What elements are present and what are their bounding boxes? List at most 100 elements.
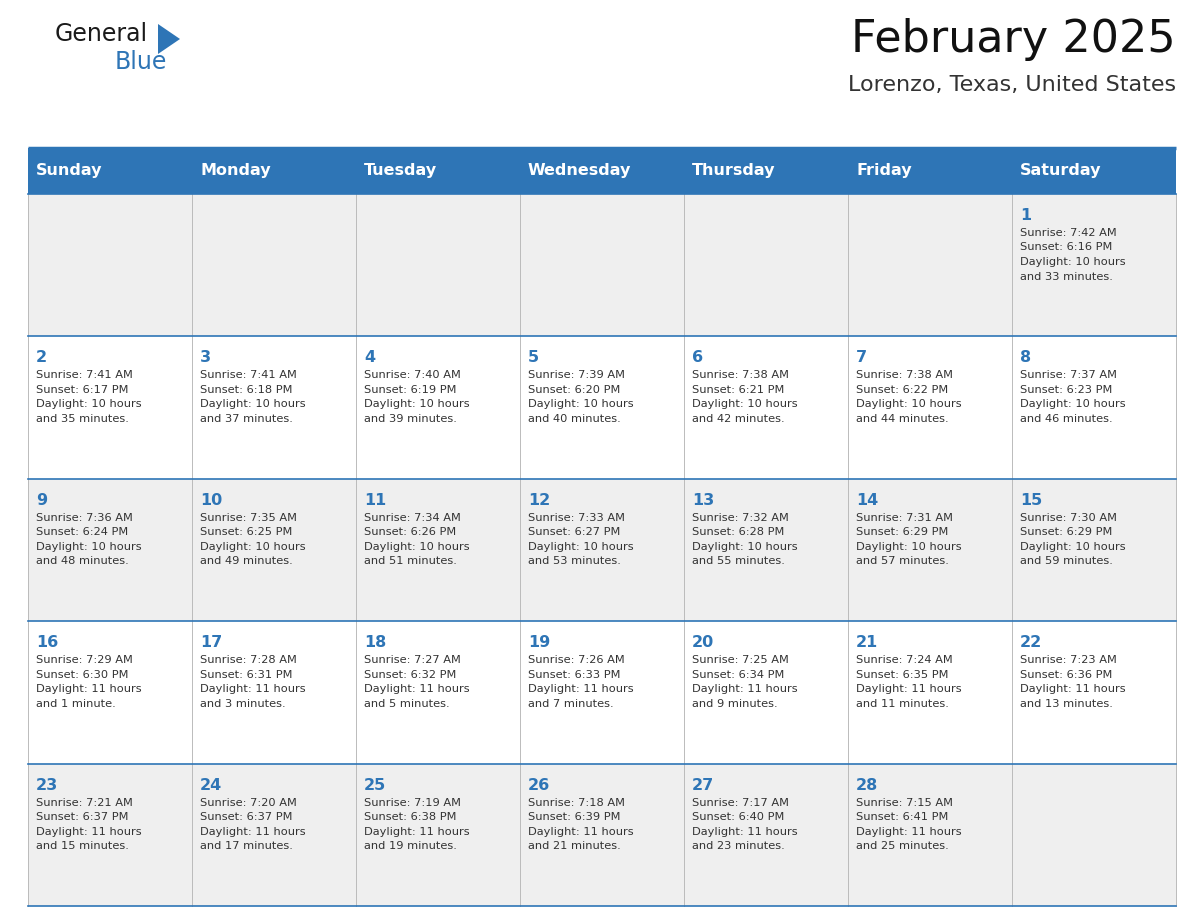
Text: Sunrise: 7:25 AM: Sunrise: 7:25 AM	[691, 655, 789, 666]
Text: 26: 26	[527, 778, 550, 792]
Text: Daylight: 11 hours: Daylight: 11 hours	[857, 684, 961, 694]
Text: Wednesday: Wednesday	[527, 163, 631, 178]
Text: Sunrise: 7:40 AM: Sunrise: 7:40 AM	[364, 370, 461, 380]
Text: 25: 25	[364, 778, 386, 792]
Text: 15: 15	[1020, 493, 1042, 508]
Text: 7: 7	[857, 351, 867, 365]
Text: Daylight: 10 hours: Daylight: 10 hours	[691, 399, 797, 409]
Text: Daylight: 11 hours: Daylight: 11 hours	[857, 826, 961, 836]
Text: and 57 minutes.: and 57 minutes.	[857, 556, 949, 566]
Text: Lorenzo, Texas, United States: Lorenzo, Texas, United States	[848, 75, 1176, 95]
Text: Sunrise: 7:21 AM: Sunrise: 7:21 AM	[36, 798, 133, 808]
Text: Sunrise: 7:15 AM: Sunrise: 7:15 AM	[857, 798, 953, 808]
Text: Sunset: 6:24 PM: Sunset: 6:24 PM	[36, 527, 128, 537]
Text: and 40 minutes.: and 40 minutes.	[527, 414, 621, 424]
Text: Sunset: 6:31 PM: Sunset: 6:31 PM	[200, 670, 292, 679]
Text: Daylight: 10 hours: Daylight: 10 hours	[1020, 257, 1125, 267]
Text: 14: 14	[857, 493, 878, 508]
Text: Sunset: 6:16 PM: Sunset: 6:16 PM	[1020, 242, 1112, 252]
Text: Sunset: 6:34 PM: Sunset: 6:34 PM	[691, 670, 784, 679]
Text: and 19 minutes.: and 19 minutes.	[364, 841, 457, 851]
Text: Thursday: Thursday	[691, 163, 776, 178]
Text: Daylight: 11 hours: Daylight: 11 hours	[200, 684, 305, 694]
Text: and 51 minutes.: and 51 minutes.	[364, 556, 457, 566]
Text: 3: 3	[200, 351, 211, 365]
Text: February 2025: February 2025	[852, 18, 1176, 61]
Text: Sunset: 6:35 PM: Sunset: 6:35 PM	[857, 670, 948, 679]
Text: Sunrise: 7:38 AM: Sunrise: 7:38 AM	[691, 370, 789, 380]
Text: Sunrise: 7:18 AM: Sunrise: 7:18 AM	[527, 798, 625, 808]
Text: and 35 minutes.: and 35 minutes.	[36, 414, 128, 424]
Text: 10: 10	[200, 493, 222, 508]
Text: Daylight: 10 hours: Daylight: 10 hours	[364, 542, 469, 552]
Text: Friday: Friday	[857, 163, 911, 178]
Bar	[29, 479, 1176, 621]
Text: 8: 8	[1020, 351, 1031, 365]
Text: Sunset: 6:28 PM: Sunset: 6:28 PM	[691, 527, 784, 537]
Text: and 37 minutes.: and 37 minutes.	[200, 414, 293, 424]
Text: Tuesday: Tuesday	[364, 163, 437, 178]
Text: 19: 19	[527, 635, 550, 650]
Text: and 3 minutes.: and 3 minutes.	[200, 699, 285, 709]
Text: Daylight: 11 hours: Daylight: 11 hours	[691, 826, 797, 836]
Text: Sunset: 6:40 PM: Sunset: 6:40 PM	[691, 812, 784, 823]
Text: Sunrise: 7:29 AM: Sunrise: 7:29 AM	[36, 655, 133, 666]
Text: Sunset: 6:22 PM: Sunset: 6:22 PM	[857, 385, 948, 395]
Text: and 23 minutes.: and 23 minutes.	[691, 841, 785, 851]
Text: Daylight: 11 hours: Daylight: 11 hours	[691, 684, 797, 694]
Text: Sunrise: 7:38 AM: Sunrise: 7:38 AM	[857, 370, 953, 380]
Text: 13: 13	[691, 493, 714, 508]
Text: Sunset: 6:20 PM: Sunset: 6:20 PM	[527, 385, 620, 395]
Text: 23: 23	[36, 778, 58, 792]
Text: and 48 minutes.: and 48 minutes.	[36, 556, 128, 566]
Bar	[29, 621, 1176, 764]
Text: Sunrise: 7:28 AM: Sunrise: 7:28 AM	[200, 655, 297, 666]
Text: Daylight: 11 hours: Daylight: 11 hours	[364, 684, 469, 694]
Bar	[29, 148, 1176, 194]
Text: Sunset: 6:32 PM: Sunset: 6:32 PM	[364, 670, 456, 679]
Text: Sunset: 6:36 PM: Sunset: 6:36 PM	[1020, 670, 1112, 679]
Text: and 42 minutes.: and 42 minutes.	[691, 414, 784, 424]
Text: and 25 minutes.: and 25 minutes.	[857, 841, 949, 851]
Text: and 39 minutes.: and 39 minutes.	[364, 414, 457, 424]
Text: Sunrise: 7:30 AM: Sunrise: 7:30 AM	[1020, 513, 1117, 522]
Text: Daylight: 11 hours: Daylight: 11 hours	[36, 684, 141, 694]
Text: Daylight: 10 hours: Daylight: 10 hours	[1020, 542, 1125, 552]
Text: Sunset: 6:27 PM: Sunset: 6:27 PM	[527, 527, 620, 537]
Text: Sunset: 6:18 PM: Sunset: 6:18 PM	[200, 385, 292, 395]
Text: Sunrise: 7:26 AM: Sunrise: 7:26 AM	[527, 655, 625, 666]
Text: and 44 minutes.: and 44 minutes.	[857, 414, 949, 424]
Text: 20: 20	[691, 635, 714, 650]
Text: General: General	[55, 22, 148, 46]
Text: 11: 11	[364, 493, 386, 508]
Text: Sunset: 6:29 PM: Sunset: 6:29 PM	[1020, 527, 1112, 537]
Text: Sunset: 6:41 PM: Sunset: 6:41 PM	[857, 812, 948, 823]
Text: Sunset: 6:25 PM: Sunset: 6:25 PM	[200, 527, 292, 537]
Text: Daylight: 11 hours: Daylight: 11 hours	[1020, 684, 1125, 694]
Text: Sunrise: 7:34 AM: Sunrise: 7:34 AM	[364, 513, 461, 522]
Text: and 53 minutes.: and 53 minutes.	[527, 556, 621, 566]
Text: Daylight: 10 hours: Daylight: 10 hours	[200, 399, 305, 409]
Text: Sunset: 6:39 PM: Sunset: 6:39 PM	[527, 812, 620, 823]
Text: Sunset: 6:29 PM: Sunset: 6:29 PM	[857, 527, 948, 537]
Text: Sunset: 6:38 PM: Sunset: 6:38 PM	[364, 812, 456, 823]
Text: 9: 9	[36, 493, 48, 508]
Text: Monday: Monday	[200, 163, 271, 178]
Text: Sunrise: 7:20 AM: Sunrise: 7:20 AM	[200, 798, 297, 808]
Text: Daylight: 11 hours: Daylight: 11 hours	[364, 826, 469, 836]
Text: and 9 minutes.: and 9 minutes.	[691, 699, 778, 709]
Bar	[29, 764, 1176, 906]
Text: and 15 minutes.: and 15 minutes.	[36, 841, 128, 851]
Text: and 5 minutes.: and 5 minutes.	[364, 699, 449, 709]
Text: Sunset: 6:33 PM: Sunset: 6:33 PM	[527, 670, 620, 679]
Text: 5: 5	[527, 351, 539, 365]
Text: and 1 minute.: and 1 minute.	[36, 699, 115, 709]
Text: Sunday: Sunday	[36, 163, 102, 178]
Text: Daylight: 10 hours: Daylight: 10 hours	[527, 542, 633, 552]
Text: Sunrise: 7:31 AM: Sunrise: 7:31 AM	[857, 513, 953, 522]
Text: Sunrise: 7:32 AM: Sunrise: 7:32 AM	[691, 513, 789, 522]
Text: 17: 17	[200, 635, 222, 650]
Text: Blue: Blue	[115, 50, 168, 74]
Text: Daylight: 10 hours: Daylight: 10 hours	[364, 399, 469, 409]
Text: 2: 2	[36, 351, 48, 365]
